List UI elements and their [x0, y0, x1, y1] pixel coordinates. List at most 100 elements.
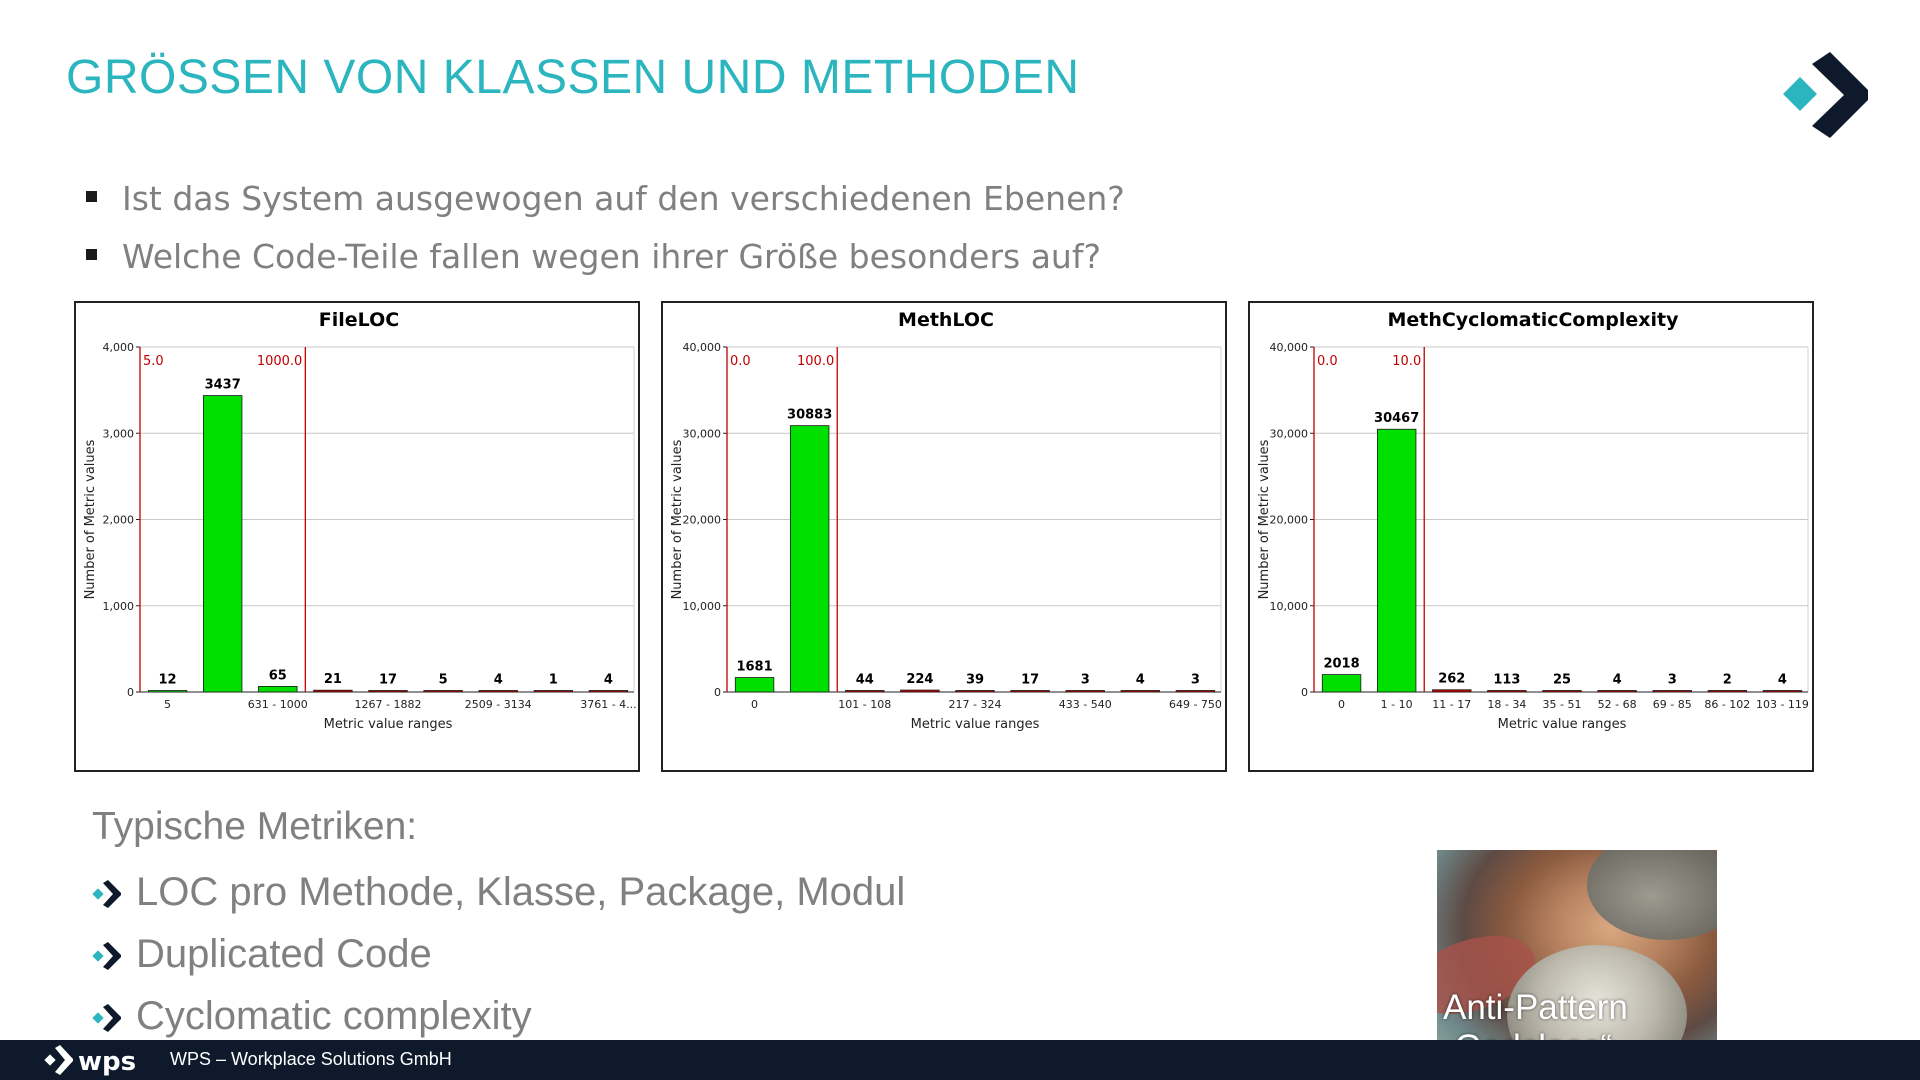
x-tick-label: 86 - 102: [1704, 698, 1750, 711]
metric-item: Duplicated Code: [92, 926, 905, 988]
footer-bar: wps WPS – Workplace Solutions GmbH: [0, 1040, 1920, 1080]
company-logo-icon: [1783, 52, 1868, 138]
bar: [147, 690, 188, 693]
x-tick-label: 3761 - 4...: [580, 698, 636, 711]
x-tick-label: 433 - 540: [1059, 698, 1112, 711]
y-tick-label: 10,000: [1270, 600, 1309, 613]
bar-value-label: 17: [379, 673, 397, 688]
bar: [1762, 690, 1803, 693]
x-tick-label: 101 - 108: [838, 698, 891, 711]
square-bullet-icon: [86, 249, 97, 260]
metrics-list: LOC pro Methode, Klasse, Package, Modul …: [92, 864, 905, 1050]
y-axis-label: Number of Metric values: [1257, 439, 1272, 599]
question-item: Welche Code-Teile fallen wegen ihrer Grö…: [84, 233, 1125, 291]
painting-hair: [1587, 850, 1717, 940]
x-tick-label: 0: [1338, 698, 1345, 711]
slide-title: GRÖSSEN VON KLASSEN UND METHODEN: [66, 51, 1080, 104]
bar: [533, 690, 574, 693]
y-tick-label: 40,000: [1270, 341, 1309, 354]
bar: [900, 689, 940, 693]
x-tick-label: 631 - 1000: [248, 698, 308, 711]
y-tick-label: 3,000: [103, 427, 135, 440]
bar-value-label: 113: [1493, 673, 1520, 688]
bar-value-label: 17: [1021, 673, 1039, 688]
y-tick-label: 20,000: [683, 514, 722, 527]
bar-value-label: 4: [1778, 673, 1787, 688]
caption-line-1: Anti-Pattern: [1443, 988, 1628, 1027]
bar-value-label: 5: [439, 673, 448, 688]
question-text: Welche Code-Teile fallen wegen ihrer Grö…: [122, 237, 1101, 276]
chart-fileloc: FileLOC 0 1,000 2,000 3,000 4,000 5.0 1000.0 12 3…: [74, 301, 640, 772]
threshold-label: 1000.0: [257, 354, 303, 369]
threshold-label: 0.0: [1317, 354, 1338, 369]
bar: [1065, 690, 1105, 693]
bar-value-label: 44: [856, 673, 874, 688]
y-tick-label: 4,000: [103, 341, 135, 354]
question-list: Ist das System ausgewogen auf den versch…: [84, 175, 1125, 291]
bar: [258, 685, 298, 693]
bar: [1175, 690, 1216, 693]
chart-title: FileLOC: [319, 309, 399, 331]
bar: [368, 690, 408, 693]
bar: [955, 690, 995, 693]
bar-value-label: 3: [1668, 673, 1677, 688]
bar: [1597, 690, 1637, 693]
bar-value-label: 30883: [787, 408, 832, 423]
threshold-label: 5.0: [143, 354, 164, 369]
bar: [1120, 690, 1161, 693]
chevron-bullet-icon: [92, 942, 121, 970]
chart-svg: FileLOC 0 1,000 2,000 3,000 4,000 5.0 1000.0 12 3…: [83, 309, 637, 732]
threshold-label: 100.0: [797, 354, 834, 369]
bar: [478, 690, 518, 693]
footer-text: WPS – Workplace Solutions GmbH: [170, 1049, 452, 1069]
y-axis-label: Number of Metric values: [670, 439, 685, 599]
x-tick-label: 52 - 68: [1598, 698, 1637, 711]
x-axis-label: Metric value ranges: [911, 717, 1040, 732]
bar-value-label: 39: [966, 673, 984, 688]
wps-brand-logo: wps: [44, 1045, 136, 1076]
question-text: Ist das System ausgewogen auf den versch…: [122, 179, 1125, 218]
y-tick-label: 10,000: [683, 600, 722, 613]
metric-text: Cyclomatic complexity: [136, 994, 532, 1038]
bar-value-label: 2: [1723, 673, 1732, 688]
y-tick-label: 0: [1301, 686, 1308, 699]
y-tick-label: 20,000: [1270, 514, 1309, 527]
bar-value-label: 3437: [205, 378, 241, 393]
bar: [1432, 689, 1472, 693]
bar-value-label: 30467: [1374, 411, 1419, 426]
bar: [1487, 690, 1527, 693]
x-tick-label: 1267 - 1882: [355, 698, 422, 711]
question-item: Ist das System ausgewogen auf den versch…: [84, 175, 1125, 233]
bar: [1376, 428, 1417, 693]
x-axis-label: Metric value ranges: [1498, 717, 1627, 732]
bar: [845, 690, 885, 693]
x-tick-label: 11 - 17: [1432, 698, 1471, 711]
chart-title: MethLOC: [898, 309, 994, 331]
x-tick-label: 103 - 119: [1756, 698, 1809, 711]
bar-value-label: 25: [1553, 673, 1571, 688]
x-tick-label: 1 - 10: [1381, 698, 1413, 711]
metric-item: Cyclomatic complexity: [92, 988, 905, 1050]
x-tick-label: 2509 - 3134: [465, 698, 532, 711]
bar-value-label: 4: [1613, 673, 1622, 688]
bar-value-label: 4: [494, 673, 503, 688]
y-tick-label: 2,000: [103, 514, 135, 527]
chart-svg: MethCyclomaticComplexity 0 10,000 20,000 30,…: [1257, 309, 1809, 732]
x-axis-label: Metric value ranges: [324, 717, 453, 732]
bar-value-label: 4: [604, 673, 613, 688]
bar: [734, 677, 775, 693]
bar: [789, 425, 830, 693]
metric-text: Duplicated Code: [136, 932, 432, 976]
threshold-label: 0.0: [730, 354, 751, 369]
bar: [423, 690, 463, 693]
bar-value-label: 3: [1191, 673, 1200, 688]
bar: [313, 689, 353, 693]
brand-name: wps: [78, 1047, 136, 1076]
y-tick-label: 0: [714, 686, 721, 699]
chevron-bullet-icon: [92, 880, 121, 908]
bar-value-label: 1681: [736, 660, 772, 675]
x-tick-label: 0: [751, 698, 758, 711]
bar-value-label: 21: [324, 672, 342, 687]
x-tick-label: 649 - 750: [1169, 698, 1222, 711]
bar: [1321, 674, 1362, 693]
